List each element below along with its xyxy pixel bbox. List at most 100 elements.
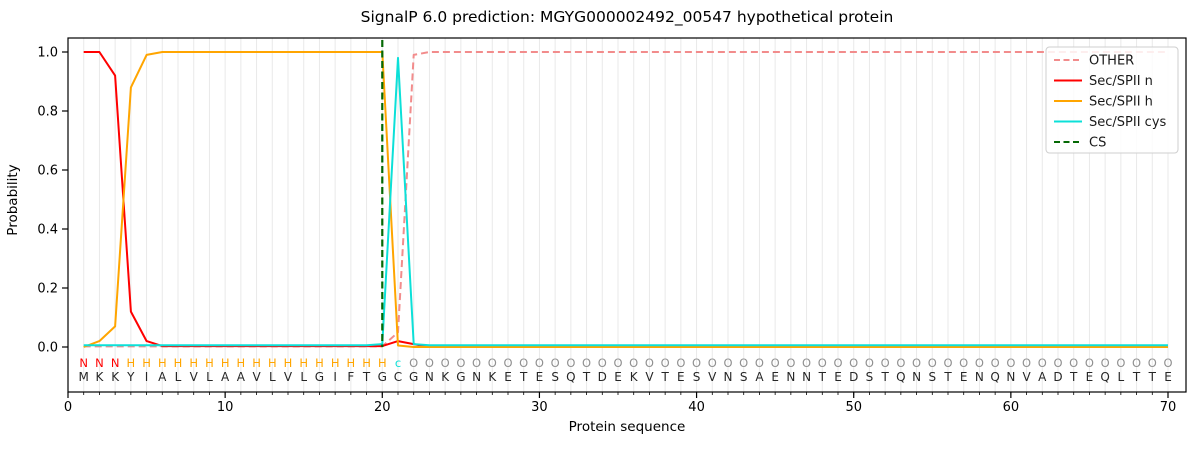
region-label: O <box>802 356 811 370</box>
y-tick-label: 0.8 <box>37 105 58 120</box>
axes: 0 10 20 30 40 50 60 70 0.0 0.2 0.4 0.6 0.8 1.0 <box>37 37 1187 415</box>
region-label: O <box>1053 356 1062 370</box>
sequence-letter: C <box>394 370 402 384</box>
region-label: H <box>158 356 167 370</box>
sequence-letter: G <box>378 370 387 384</box>
sequence-letter: E <box>1164 370 1172 384</box>
region-label: O <box>566 356 575 370</box>
probability-series <box>83 51 1168 348</box>
region-label: H <box>205 356 214 370</box>
sequence-letter: T <box>818 370 827 384</box>
sequence-letter: V <box>284 370 293 384</box>
sequence-letter: M <box>79 370 89 384</box>
sequence-letter: A <box>221 370 230 384</box>
sequence-letter: F <box>347 370 354 384</box>
legend-label-h: Sec/SPII h <box>1089 95 1153 110</box>
region-label: N <box>79 356 88 370</box>
region-label: O <box>1022 356 1031 370</box>
region-label: O <box>1085 356 1094 370</box>
x-tick-label: 10 <box>217 400 234 415</box>
sequence-letter: E <box>1086 370 1094 384</box>
legend-box <box>1045 46 1179 154</box>
sequence-letter: L <box>206 370 213 384</box>
region-label: H <box>362 356 371 370</box>
region-label: O <box>865 356 874 370</box>
region-label: O <box>535 356 544 370</box>
region-label: O <box>503 356 512 370</box>
region-label: O <box>739 356 748 370</box>
sequence-letter: T <box>1132 370 1141 384</box>
sequence-letter: N <box>975 370 984 384</box>
x-tick-label: 40 <box>688 400 705 415</box>
sequence-letter: K <box>95 370 104 384</box>
sequence-letter: I <box>333 370 337 384</box>
y-tick-label: 0.0 <box>37 341 58 356</box>
legend-label-other: OTHER <box>1089 54 1134 69</box>
sequence-letter: T <box>880 370 889 384</box>
region-label: O <box>833 356 842 370</box>
sequence-letter: L <box>269 370 276 384</box>
region-label: H <box>252 356 261 370</box>
region-label: O <box>959 356 968 370</box>
region-label: H <box>378 356 387 370</box>
region-label: O <box>928 356 937 370</box>
legend-label-cs: CS <box>1089 136 1106 151</box>
region-label: O <box>409 356 418 370</box>
region-label: O <box>613 356 622 370</box>
series-line-cys <box>83 56 1168 347</box>
x-tick-label: 30 <box>531 400 548 415</box>
region-label: O <box>645 356 654 370</box>
region-label: N <box>111 356 120 370</box>
sequence-letter: N <box>912 370 921 384</box>
sequence-letter: E <box>536 370 544 384</box>
region-label: O <box>519 356 528 370</box>
sequence-letter: S <box>693 370 701 384</box>
sequence-letter: E <box>834 370 842 384</box>
region-label: O <box>991 356 1000 370</box>
legend-label-cys: Sec/SPII cys <box>1089 115 1167 130</box>
sequence-letter: Y <box>126 370 135 384</box>
region-label: c <box>395 356 401 370</box>
region-label: H <box>127 356 136 370</box>
region-label: O <box>1038 356 1047 370</box>
sequence-letter: A <box>237 370 246 384</box>
region-label: O <box>708 356 717 370</box>
sequence-letter: T <box>519 370 528 384</box>
sequence-letter: K <box>488 370 497 384</box>
region-label: O <box>1069 356 1078 370</box>
sequence-letter: V <box>1022 370 1031 384</box>
region-label: O <box>1006 356 1015 370</box>
x-tick-label: 60 <box>1003 400 1020 415</box>
region-label: O <box>629 356 638 370</box>
sequence-letter: S <box>928 370 936 384</box>
sequence-letter: N <box>724 370 733 384</box>
region-label: H <box>331 356 340 370</box>
sequence-letter: Q <box>566 370 575 384</box>
y-tick-label: 0.6 <box>37 164 58 179</box>
sequence-letter: A <box>1038 370 1047 384</box>
x-tick-label: 50 <box>845 400 862 415</box>
region-label: O <box>1101 356 1110 370</box>
region-label: O <box>456 356 465 370</box>
region-label: O <box>441 356 450 370</box>
sequence-letter: G <box>409 370 418 384</box>
y-axis-label: Probability <box>5 164 21 235</box>
sequence-letter: N <box>1006 370 1015 384</box>
sequence-letter: E <box>677 370 685 384</box>
region-label: O <box>582 356 591 370</box>
sequence-letter: I <box>145 370 149 384</box>
sequence-letter: T <box>943 370 952 384</box>
region-label: H <box>189 356 198 370</box>
region-label: O <box>881 356 890 370</box>
region-label: O <box>692 356 701 370</box>
sequence-letter: E <box>960 370 968 384</box>
sequence-letter: D <box>598 370 607 384</box>
region-label: H <box>347 356 356 370</box>
region-label: O <box>896 356 905 370</box>
sequence-letter: V <box>190 370 199 384</box>
sequence-letter: G <box>456 370 465 384</box>
region-label: H <box>284 356 293 370</box>
